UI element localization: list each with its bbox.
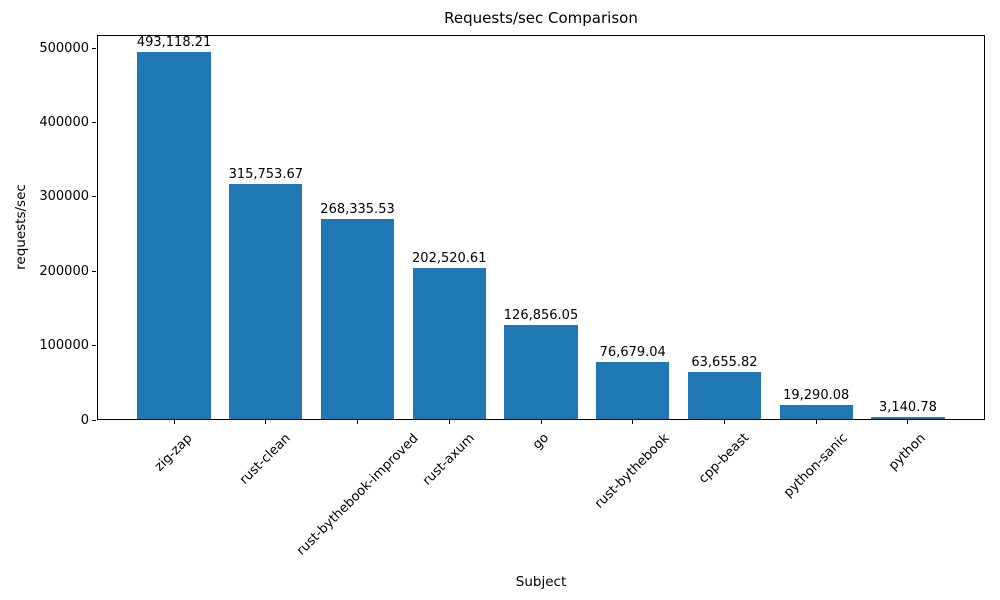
bar-value-label: 3,140.78 bbox=[878, 399, 937, 415]
y-tick-mark bbox=[92, 419, 96, 421]
bar-python-sanic bbox=[779, 404, 853, 419]
bar-value-label: 493,118.21 bbox=[136, 35, 212, 51]
bar-rust-axum bbox=[412, 268, 486, 419]
x-tick-mark bbox=[448, 420, 450, 424]
bar-value-label: 126,856.05 bbox=[503, 307, 579, 323]
y-tick-label: 300000 bbox=[39, 189, 89, 205]
bar-python bbox=[871, 416, 945, 419]
x-tick-mark bbox=[815, 420, 817, 424]
bar-rust-bythebook-improved bbox=[320, 219, 395, 419]
x-tick-label: python-sanic bbox=[780, 431, 851, 501]
bar-value-label: 19,290.08 bbox=[783, 387, 850, 403]
x-axis-label: Subject bbox=[515, 574, 567, 590]
bar-value-label: 202,520.61 bbox=[412, 251, 487, 267]
bar-value-label: 315,753.67 bbox=[228, 167, 303, 183]
y-tick-label: 500000 bbox=[39, 40, 89, 56]
y-tick-label: 100000 bbox=[39, 338, 89, 354]
bar-rust-bythebook bbox=[596, 361, 670, 419]
bar-cpp-beast bbox=[687, 371, 762, 419]
plot-area bbox=[97, 35, 985, 420]
y-axis-label: requests/sec bbox=[13, 184, 29, 270]
x-tick-label: go bbox=[529, 430, 552, 453]
bar-go bbox=[504, 324, 578, 419]
x-tick-label: rust-bythebook bbox=[592, 430, 673, 512]
x-tick-label: cpp-beast bbox=[696, 430, 753, 487]
bar-value-label: 268,335.53 bbox=[320, 202, 395, 218]
x-tick-mark bbox=[173, 420, 175, 424]
x-tick-mark bbox=[723, 420, 725, 424]
y-tick-label: 200000 bbox=[39, 263, 89, 279]
x-tick-mark bbox=[540, 420, 542, 424]
x-tick-label: python bbox=[886, 430, 930, 474]
y-tick-mark bbox=[92, 270, 96, 272]
x-tick-mark bbox=[265, 420, 267, 424]
bar-zig-zap bbox=[137, 52, 211, 419]
y-tick-mark bbox=[92, 196, 96, 198]
x-tick-mark bbox=[357, 420, 359, 424]
y-tick-label: 400000 bbox=[39, 115, 89, 131]
bar-value-label: 76,679.04 bbox=[599, 344, 666, 360]
bar-value-label: 63,655.82 bbox=[691, 354, 758, 370]
bar-rust-clean bbox=[229, 184, 303, 419]
y-tick-label: 0 bbox=[80, 412, 89, 428]
y-tick-mark bbox=[92, 345, 96, 347]
x-tick-label: rust-bythebook-improved bbox=[293, 430, 422, 559]
x-tick-mark bbox=[907, 420, 909, 424]
y-tick-mark bbox=[92, 47, 96, 49]
x-tick-label: rust-axum bbox=[419, 431, 478, 489]
y-tick-mark bbox=[92, 122, 96, 124]
x-tick-label: zig-zap bbox=[152, 430, 196, 475]
x-tick-label: rust-clean bbox=[237, 430, 294, 488]
chart-title: Requests/sec Comparison bbox=[444, 9, 638, 27]
x-tick-mark bbox=[632, 420, 634, 424]
